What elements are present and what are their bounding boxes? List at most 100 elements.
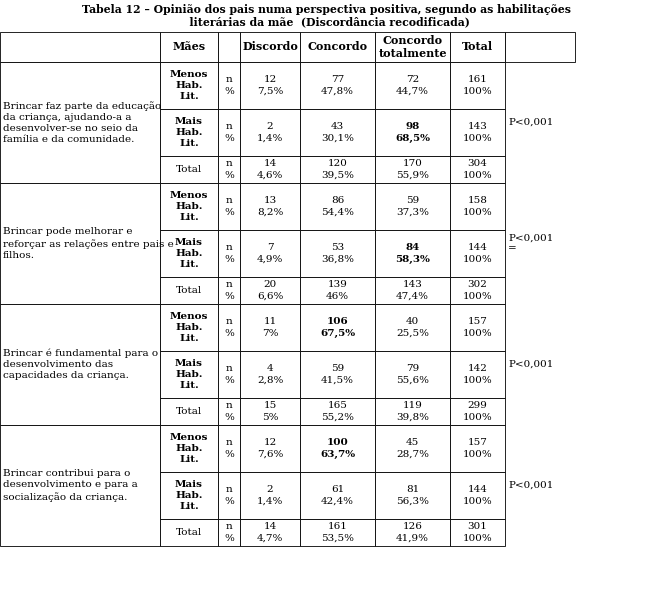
Text: 43
30,1%: 43 30,1% bbox=[321, 122, 354, 143]
Bar bbox=[375, 32, 450, 62]
Bar bbox=[450, 351, 505, 398]
Bar bbox=[160, 472, 218, 519]
Bar bbox=[218, 519, 240, 546]
Bar bbox=[450, 398, 505, 425]
Bar bbox=[240, 277, 300, 304]
Text: 15
5%: 15 5% bbox=[261, 402, 278, 421]
Text: 59
37,3%: 59 37,3% bbox=[396, 196, 429, 217]
Text: Total: Total bbox=[176, 528, 202, 537]
Bar bbox=[300, 183, 375, 230]
Text: Menos
Hab.
Lit.: Menos Hab. Lit. bbox=[170, 70, 208, 101]
Text: 12
7,5%: 12 7,5% bbox=[257, 75, 283, 96]
Bar bbox=[160, 425, 218, 472]
Text: 302
100%: 302 100% bbox=[463, 281, 492, 300]
Bar bbox=[375, 156, 450, 183]
Text: 144
100%: 144 100% bbox=[463, 485, 492, 506]
Text: Concordo
totalmente: Concordo totalmente bbox=[378, 35, 447, 60]
Text: 161
53,5%: 161 53,5% bbox=[321, 523, 354, 542]
Text: 86
54,4%: 86 54,4% bbox=[321, 196, 354, 217]
Text: n
%: n % bbox=[224, 317, 234, 338]
Text: P<0,001: P<0,001 bbox=[508, 360, 554, 369]
Bar bbox=[240, 62, 300, 109]
Bar bbox=[240, 109, 300, 156]
Bar bbox=[240, 183, 300, 230]
Text: n
%: n % bbox=[224, 75, 234, 96]
Bar bbox=[160, 32, 218, 62]
Bar bbox=[450, 183, 505, 230]
Bar bbox=[375, 304, 450, 351]
Text: Brincar é fundamental para o
desenvolvimento das
capacidades da criança.: Brincar é fundamental para o desenvolvim… bbox=[3, 349, 158, 380]
Text: 61
42,4%: 61 42,4% bbox=[321, 485, 354, 506]
Text: n
%: n % bbox=[224, 402, 234, 421]
Text: n
%: n % bbox=[224, 485, 234, 506]
Bar bbox=[218, 230, 240, 277]
Bar bbox=[450, 156, 505, 183]
Text: 143
47,4%: 143 47,4% bbox=[396, 281, 429, 300]
Text: Mais
Hab.
Lit.: Mais Hab. Lit. bbox=[175, 117, 203, 148]
Text: 4
2,8%: 4 2,8% bbox=[257, 364, 283, 385]
Bar bbox=[300, 109, 375, 156]
Bar bbox=[160, 398, 218, 425]
Text: literárias da mãe  (Discordância recodificada): literárias da mãe (Discordância recodifi… bbox=[182, 16, 470, 27]
Bar bbox=[300, 156, 375, 183]
Bar bbox=[218, 32, 240, 62]
Bar bbox=[218, 183, 240, 230]
Text: 2
1,4%: 2 1,4% bbox=[257, 485, 283, 506]
Bar bbox=[240, 398, 300, 425]
Text: Discordo: Discordo bbox=[242, 42, 298, 52]
Text: 161
100%: 161 100% bbox=[463, 75, 492, 96]
Bar bbox=[300, 62, 375, 109]
Text: Concordo: Concordo bbox=[308, 42, 368, 52]
Text: 301
100%: 301 100% bbox=[463, 523, 492, 542]
Text: 120
39,5%: 120 39,5% bbox=[321, 160, 354, 179]
Bar bbox=[0, 183, 160, 304]
Text: 157
100%: 157 100% bbox=[463, 317, 492, 338]
Text: Brincar contribui para o
desenvolvimento e para a
socialização da criança.: Brincar contribui para o desenvolvimento… bbox=[3, 470, 138, 501]
Bar bbox=[160, 109, 218, 156]
Bar bbox=[375, 183, 450, 230]
Text: 14
4,6%: 14 4,6% bbox=[257, 160, 283, 179]
Text: 165
55,2%: 165 55,2% bbox=[321, 402, 354, 421]
Text: n
%: n % bbox=[224, 160, 234, 179]
Text: 11
7%: 11 7% bbox=[261, 317, 278, 338]
Text: 139
46%: 139 46% bbox=[326, 281, 349, 300]
Bar bbox=[450, 519, 505, 546]
Bar bbox=[218, 156, 240, 183]
Bar bbox=[375, 277, 450, 304]
Bar bbox=[0, 304, 160, 425]
Bar bbox=[450, 62, 505, 109]
Bar bbox=[450, 230, 505, 277]
Bar bbox=[375, 62, 450, 109]
Bar bbox=[218, 277, 240, 304]
Text: Total: Total bbox=[462, 42, 493, 52]
Text: 98
68,5%: 98 68,5% bbox=[395, 122, 430, 143]
Text: 53
36,8%: 53 36,8% bbox=[321, 243, 354, 264]
Text: 81
56,3%: 81 56,3% bbox=[396, 485, 429, 506]
Bar bbox=[240, 425, 300, 472]
Text: Menos
Hab.
Lit.: Menos Hab. Lit. bbox=[170, 191, 208, 222]
Bar bbox=[218, 398, 240, 425]
Text: 158
100%: 158 100% bbox=[463, 196, 492, 217]
Bar bbox=[450, 304, 505, 351]
Text: 12
7,6%: 12 7,6% bbox=[257, 438, 283, 459]
Bar bbox=[375, 519, 450, 546]
Text: P<0,001: P<0,001 bbox=[508, 481, 554, 490]
Bar bbox=[160, 62, 218, 109]
Bar bbox=[375, 230, 450, 277]
Text: 157
100%: 157 100% bbox=[463, 438, 492, 459]
Text: P<0,001: P<0,001 bbox=[508, 118, 554, 127]
Bar bbox=[160, 304, 218, 351]
Bar bbox=[375, 109, 450, 156]
Text: 40
25,5%: 40 25,5% bbox=[396, 317, 429, 338]
Text: Total: Total bbox=[176, 286, 202, 295]
Bar bbox=[240, 472, 300, 519]
Text: Menos
Hab.
Lit.: Menos Hab. Lit. bbox=[170, 312, 208, 343]
Bar bbox=[240, 304, 300, 351]
Bar bbox=[375, 351, 450, 398]
Bar bbox=[505, 32, 575, 62]
Text: 126
41,9%: 126 41,9% bbox=[396, 523, 429, 542]
Bar bbox=[240, 351, 300, 398]
Bar bbox=[240, 230, 300, 277]
Text: 119
39,8%: 119 39,8% bbox=[396, 402, 429, 421]
Bar bbox=[218, 304, 240, 351]
